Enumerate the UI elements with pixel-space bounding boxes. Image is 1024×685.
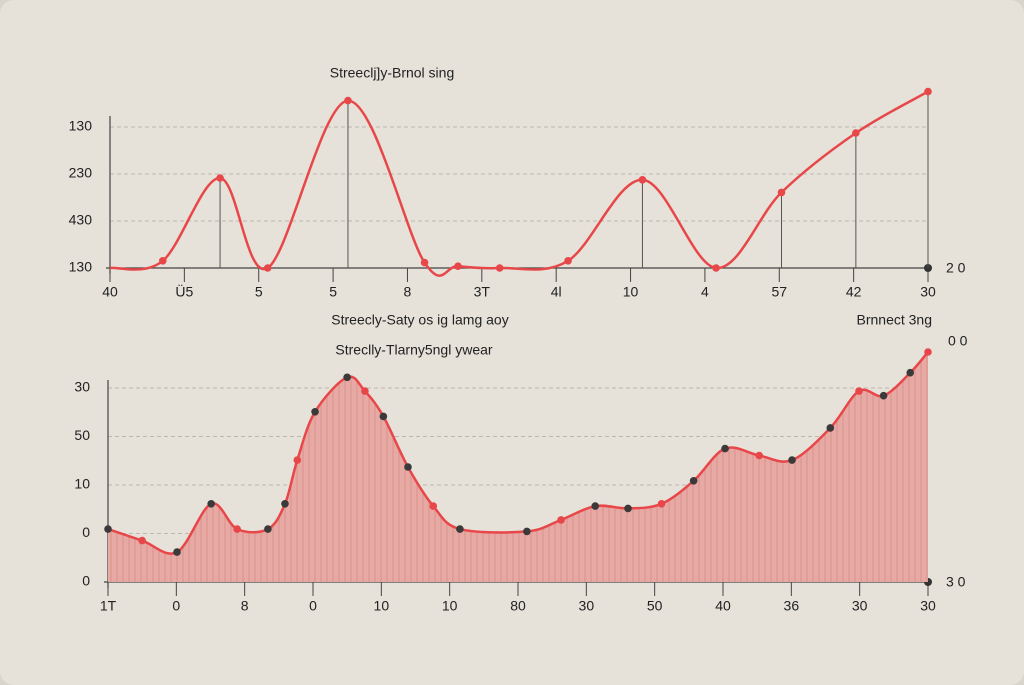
point: [924, 348, 932, 356]
y-tick-label: 130: [69, 259, 93, 275]
point: [138, 536, 146, 545]
point: [638, 176, 647, 184]
x-tick-label: 50: [647, 598, 663, 614]
point: [788, 456, 796, 464]
right-label: 3 0: [946, 574, 966, 590]
point: [311, 408, 319, 416]
point: [216, 174, 224, 182]
x-tick-label: 4: [701, 284, 709, 300]
point: [906, 368, 915, 377]
x-tick-label: 10: [442, 598, 458, 614]
point: [264, 525, 272, 533]
point: [456, 525, 464, 533]
point: [523, 527, 531, 536]
y-tick-label: 230: [69, 165, 93, 181]
y-tick-label: 430: [69, 212, 93, 228]
point: [852, 129, 860, 137]
x-tick-label: 30: [920, 598, 936, 614]
y-tick-label: 30: [74, 379, 90, 395]
x-tick-label: 0: [309, 598, 317, 614]
point: [343, 373, 351, 382]
point: [361, 387, 369, 395]
line: [109, 90, 929, 277]
point: [777, 188, 786, 197]
x-tick-label: 10: [374, 598, 390, 614]
x-tick-label: 30: [920, 284, 936, 300]
chart-subtitle: Streecly-Saty os ig lamg aoy: [331, 312, 508, 328]
point: [158, 257, 167, 265]
point: [344, 96, 352, 105]
x-tick-label: 40: [102, 284, 118, 300]
y-tick-label: 0: [82, 573, 90, 589]
point: [495, 264, 504, 272]
point: [454, 262, 462, 271]
point: [281, 500, 289, 508]
y-tick-label: 130: [69, 118, 93, 134]
x-tick-label: 30: [852, 598, 868, 614]
point: [855, 387, 863, 395]
right-label: 2 0: [946, 260, 966, 276]
chart-title: Streeclj]y-Brnol sing: [330, 65, 455, 81]
x-tick-label: 4l: [551, 284, 562, 300]
side-title: Brnnect 3ng: [857, 312, 933, 328]
point: [173, 548, 181, 556]
point: [263, 264, 272, 272]
point: [689, 477, 698, 485]
point: [207, 500, 215, 508]
point: [755, 451, 764, 460]
x-tick-label: 5: [255, 284, 263, 300]
x-tick-label: 40: [715, 598, 731, 614]
point: [404, 463, 412, 471]
y-tick-label: 0: [82, 524, 90, 540]
y-tick-label: 50: [74, 427, 90, 443]
point: [104, 525, 112, 533]
x-tick-label: Ü5: [175, 283, 193, 300]
x-tick-label: 10: [623, 284, 639, 300]
point: [293, 456, 302, 464]
point: [557, 516, 565, 524]
point: [564, 257, 572, 265]
point: [826, 424, 835, 432]
point: [721, 444, 729, 453]
point: [420, 258, 429, 267]
x-tick-label: 3T: [474, 284, 491, 300]
x-tick-label: 8: [241, 598, 249, 614]
point: [879, 391, 888, 400]
right-label: 0 0: [948, 333, 968, 349]
point: [379, 412, 388, 421]
area: [108, 352, 928, 582]
chart-title: Streclly-Tlarny5ngl ywear: [335, 342, 492, 358]
x-tick-label: 8: [404, 284, 412, 300]
x-tick-label: 36: [784, 598, 800, 614]
point: [591, 502, 600, 510]
x-tick-label: 42: [846, 284, 862, 300]
x-tick-label: 30: [579, 598, 595, 614]
x-tick-label: 5: [329, 284, 337, 300]
point: [924, 87, 932, 96]
point: [624, 504, 632, 513]
x-tick-label: 80: [510, 598, 526, 614]
x-tick-label: 0: [172, 598, 180, 614]
point: [657, 500, 666, 508]
point: [712, 264, 720, 272]
x-tick-label: 1T: [100, 598, 117, 614]
point: [429, 502, 438, 510]
y-tick-label: 10: [74, 476, 90, 492]
point: [233, 525, 241, 533]
x-tick-label: 57: [771, 284, 787, 300]
